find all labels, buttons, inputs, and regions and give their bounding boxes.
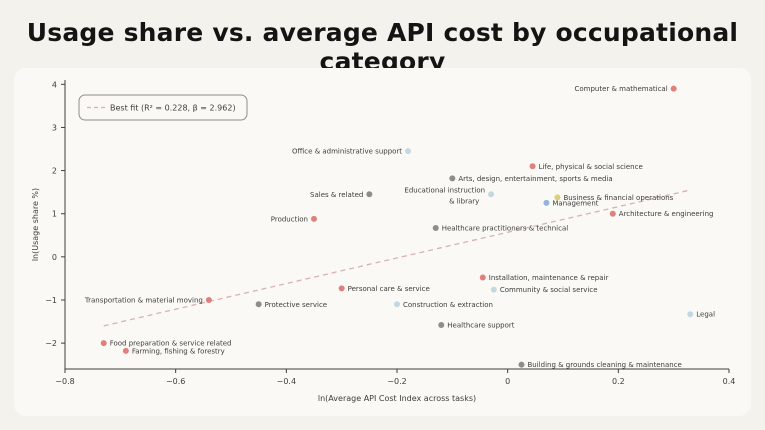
point-label: Building & grounds cleaning & maintenanc… bbox=[528, 361, 682, 369]
y-tick-label: 1 bbox=[52, 210, 57, 219]
data-point bbox=[490, 286, 497, 293]
data-point bbox=[449, 175, 456, 182]
data-point bbox=[479, 274, 486, 281]
y-tick-label: 0 bbox=[52, 253, 57, 262]
point-label: Farming, fishing & forestry bbox=[132, 347, 225, 355]
data-point bbox=[518, 361, 525, 368]
chart-axes: −0.8 −0.6 −0.4 −0.2 0 0.2 0.4 4 3 2 1 0 −1 −2 ln(Avera… bbox=[31, 80, 735, 403]
point-label: Healthcare practitioners & technical bbox=[442, 224, 569, 232]
data-point bbox=[529, 163, 536, 170]
data-point bbox=[609, 210, 616, 217]
point-label: Life, physical & social science bbox=[539, 163, 643, 171]
y-tick-label: −1 bbox=[45, 296, 57, 305]
point-label: & library bbox=[449, 197, 479, 205]
legend-box bbox=[78, 94, 248, 121]
y-axis-title: ln(Usage share %) bbox=[31, 188, 40, 261]
data-point bbox=[100, 340, 107, 347]
x-tick-label: 0 bbox=[505, 377, 510, 386]
point-label: Construction & extraction bbox=[403, 301, 493, 309]
y-tick-label: −2 bbox=[45, 339, 57, 348]
data-point bbox=[311, 215, 317, 222]
legend-label: Best fit (R² = 0.228, β = 2.962) bbox=[110, 104, 236, 113]
data-point bbox=[687, 311, 694, 318]
point-label: Educational instruction bbox=[404, 186, 485, 194]
x-tick-label: −0.2 bbox=[387, 377, 406, 386]
data-point bbox=[394, 301, 400, 308]
x-axis-title: ln(Average API Cost Index across tasks) bbox=[318, 394, 476, 403]
data-point bbox=[554, 194, 561, 201]
data-point bbox=[432, 224, 439, 231]
data-point bbox=[255, 301, 262, 308]
point-label: Transportation & material moving bbox=[84, 296, 203, 304]
page-title: Usage share vs. average API cost by occu… bbox=[26, 18, 739, 76]
data-point bbox=[338, 285, 345, 292]
point-label: Office & administrative support bbox=[292, 148, 402, 156]
point-label: Computer & mathematical bbox=[574, 85, 667, 93]
data-point bbox=[122, 347, 129, 354]
point-label: Food preparation & service related bbox=[110, 340, 232, 348]
legend: Best fit (R² = 0.228, β = 2.962) bbox=[78, 94, 248, 121]
data-point bbox=[366, 191, 373, 198]
point-label: Business & financial operations bbox=[563, 194, 673, 202]
data-point bbox=[205, 296, 212, 303]
data-point bbox=[488, 191, 495, 198]
point-label: Arts, design, entertainment, sports & me… bbox=[458, 175, 612, 183]
x-tick-label: 0.4 bbox=[723, 377, 736, 386]
point-label: Architecture & engineering bbox=[619, 210, 714, 218]
point-label: Management bbox=[552, 199, 598, 207]
point-label: Personal care & service bbox=[348, 285, 430, 293]
data-point bbox=[543, 199, 550, 206]
point-label: Legal bbox=[696, 311, 715, 319]
x-tick-label: 0.2 bbox=[612, 377, 625, 386]
point-label: Production bbox=[271, 215, 308, 223]
chart-card bbox=[14, 68, 751, 416]
y-tick-label: 3 bbox=[52, 123, 57, 132]
fit-line-group bbox=[103, 189, 691, 327]
points-group: Computer & mathematical Office & administ… bbox=[84, 85, 715, 369]
x-tick-label: −0.4 bbox=[277, 377, 296, 386]
data-point bbox=[405, 148, 412, 155]
y-tick-label: 4 bbox=[52, 80, 57, 89]
point-label: Community & social service bbox=[500, 286, 598, 294]
point-label: Protective service bbox=[265, 301, 327, 309]
x-tick-label: −0.6 bbox=[166, 377, 185, 386]
fit-line bbox=[103, 189, 691, 327]
x-tick-label: −0.8 bbox=[55, 377, 74, 386]
point-label: Healthcare support bbox=[447, 322, 515, 330]
data-point bbox=[670, 85, 677, 92]
point-label: Sales & related bbox=[310, 191, 363, 199]
data-point bbox=[438, 322, 445, 329]
y-tick-label: 2 bbox=[52, 167, 57, 176]
point-label: Installation, maintenance & repair bbox=[489, 274, 609, 282]
